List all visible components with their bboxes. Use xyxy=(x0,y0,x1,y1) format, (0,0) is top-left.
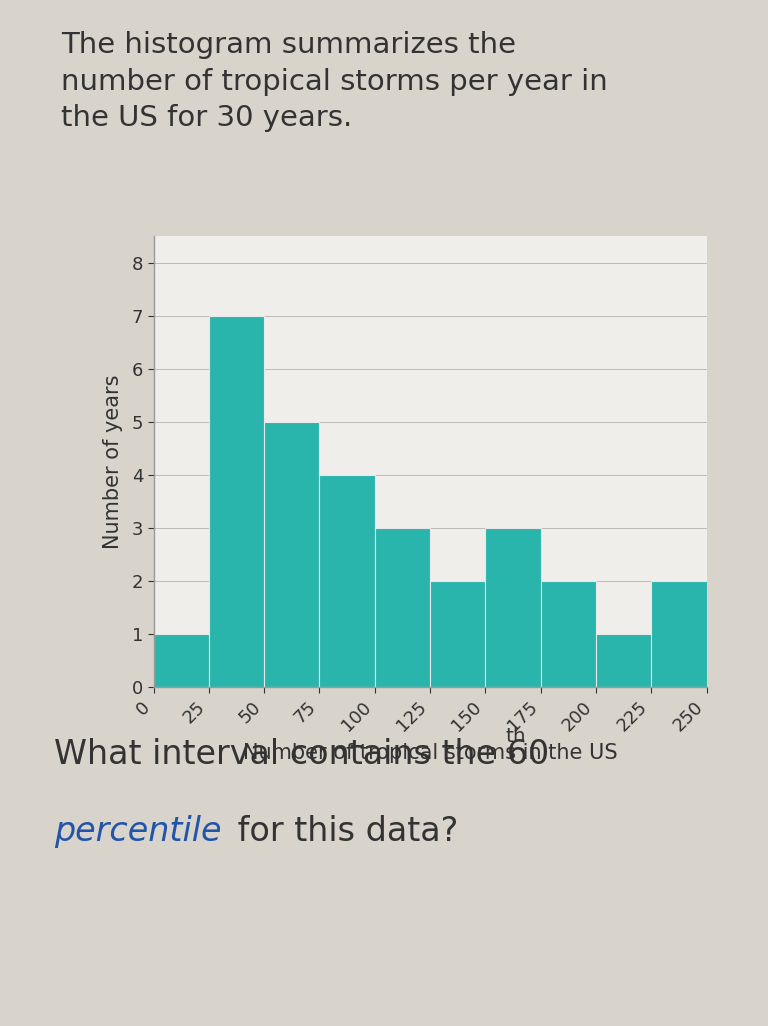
Bar xyxy=(319,475,375,687)
Bar xyxy=(430,581,485,687)
Y-axis label: Number of years: Number of years xyxy=(104,374,124,549)
Text: for this data?: for this data? xyxy=(227,816,458,849)
Bar xyxy=(541,581,596,687)
Bar xyxy=(375,528,430,687)
Bar xyxy=(485,528,541,687)
Text: What interval contains the 60: What interval contains the 60 xyxy=(54,739,549,772)
Bar xyxy=(209,316,264,687)
Bar xyxy=(154,634,209,687)
Text: percentile: percentile xyxy=(54,816,221,849)
Bar xyxy=(596,634,651,687)
Text: The histogram summarizes the
number of tropical storms per year in
the US for 30: The histogram summarizes the number of t… xyxy=(61,31,608,132)
Text: th: th xyxy=(505,726,526,746)
Bar xyxy=(651,581,707,687)
Bar xyxy=(264,422,319,687)
X-axis label: Number of tropical storms in the US: Number of tropical storms in the US xyxy=(243,743,617,763)
